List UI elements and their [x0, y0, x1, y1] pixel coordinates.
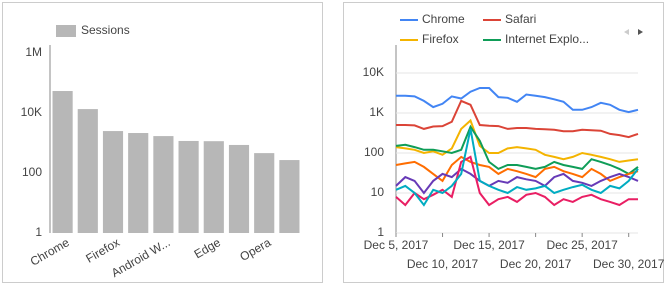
- series-line: [395, 167, 639, 195]
- bar: [102, 131, 124, 233]
- bar: [228, 144, 250, 233]
- series-line: [395, 155, 638, 207]
- y-tick-label: 100: [22, 165, 42, 179]
- legend-label: Internet Explo...: [505, 32, 589, 46]
- y-tick-label: 10K: [363, 65, 384, 79]
- y-tick-label: 10K: [21, 105, 42, 119]
- series-line: [395, 155, 639, 183]
- x-tick-label: Dec 15, 2017: [453, 238, 525, 252]
- x-tick-label: Dec 25, 2017: [546, 238, 618, 252]
- right-panel: [343, 2, 664, 283]
- bar: [279, 160, 300, 233]
- x-tick-label: Dec 20, 2017: [500, 257, 572, 271]
- legend-prev[interactable]: [624, 29, 629, 35]
- bar: [153, 136, 174, 233]
- x-tick-label: Dec 30, 2017: [593, 257, 665, 271]
- y-tick-label: 100: [364, 145, 384, 159]
- series-line: [395, 128, 639, 207]
- legend-label: Safari: [505, 12, 536, 26]
- series-line: [396, 87, 639, 114]
- legend-label: Firefox: [422, 32, 459, 46]
- bar: [52, 91, 73, 233]
- y-tick-label: 10: [371, 185, 385, 199]
- series-line: [395, 118, 639, 163]
- y-tick-label: 1K: [369, 105, 384, 119]
- bar: [178, 140, 199, 233]
- legend-next[interactable]: [638, 29, 643, 35]
- series-line: [396, 99, 639, 139]
- bar: [254, 153, 275, 233]
- legend-swatch: [56, 25, 76, 37]
- legend-label: Chrome: [422, 12, 465, 26]
- series-line: [395, 124, 639, 176]
- y-tick-label: 1: [377, 225, 384, 239]
- bar: [128, 133, 149, 233]
- bar: [203, 141, 224, 233]
- bar: [77, 109, 98, 233]
- legend-label: Sessions: [81, 23, 130, 37]
- x-tick-label: Dec 10, 2017: [407, 257, 479, 271]
- y-tick-label: 1M: [25, 45, 42, 59]
- y-tick-label: 1: [35, 225, 42, 239]
- x-tick-label: Dec 5, 2017: [364, 238, 429, 252]
